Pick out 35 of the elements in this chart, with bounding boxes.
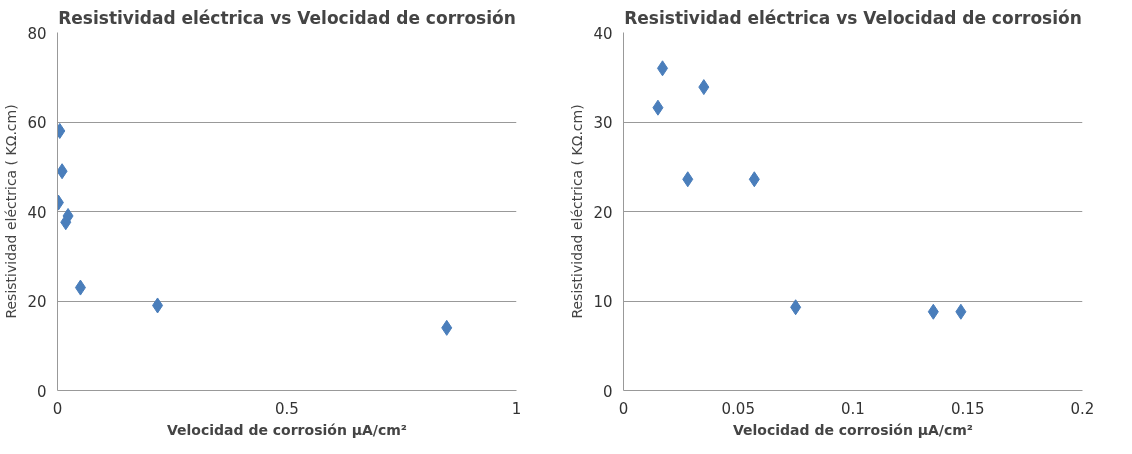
y-tick-label: 20 bbox=[593, 203, 613, 222]
x-tick-label: 0.5 bbox=[275, 399, 299, 418]
y-tick-label: 80 bbox=[27, 24, 47, 43]
y-tick-label: 20 bbox=[27, 293, 47, 311]
y-tick-label: 40 bbox=[27, 203, 47, 222]
x-tick-label: 0.05 bbox=[721, 399, 755, 418]
x-axis-title: Velocidad de corrosión µA/cm² bbox=[166, 421, 408, 438]
point bbox=[682, 171, 694, 188]
x-tick-label: 0 bbox=[618, 399, 629, 418]
y-axis-title: Resistividad eléctrica ( KΩ.cm) bbox=[569, 104, 586, 319]
point bbox=[652, 99, 664, 116]
point bbox=[657, 60, 669, 77]
y-tick-label: 0 bbox=[36, 382, 47, 401]
x-tick-label: 0 bbox=[52, 399, 63, 418]
x-axis-title: Velocidad de corrosión µA/cm² bbox=[732, 421, 974, 438]
y-tick-label: 60 bbox=[27, 114, 47, 132]
chart-title: Resistividad eléctrica vs Velocidad de corrosión bbox=[58, 7, 516, 28]
y-tick-label: 40 bbox=[593, 24, 613, 43]
point bbox=[955, 303, 967, 320]
point bbox=[74, 279, 86, 296]
y-tick-label: 10 bbox=[593, 293, 613, 311]
y-tick-label: 30 bbox=[593, 114, 613, 132]
point bbox=[698, 79, 710, 96]
x-tick-label: 0.1 bbox=[841, 399, 865, 418]
y-tick-label: 0 bbox=[602, 382, 613, 401]
x-tick-label: 0.2 bbox=[1070, 399, 1095, 418]
point bbox=[790, 299, 802, 316]
point bbox=[748, 171, 760, 188]
point bbox=[441, 319, 453, 336]
chart-title: Resistividad eléctrica vs Velocidad de corrosión bbox=[624, 7, 1082, 28]
x-tick-label: 0.15 bbox=[951, 399, 985, 418]
x-tick-label: 1 bbox=[511, 399, 522, 418]
point bbox=[152, 297, 164, 314]
point bbox=[927, 303, 939, 320]
y-axis-title: Resistividad eléctrica ( KΩ.cm) bbox=[3, 104, 20, 319]
